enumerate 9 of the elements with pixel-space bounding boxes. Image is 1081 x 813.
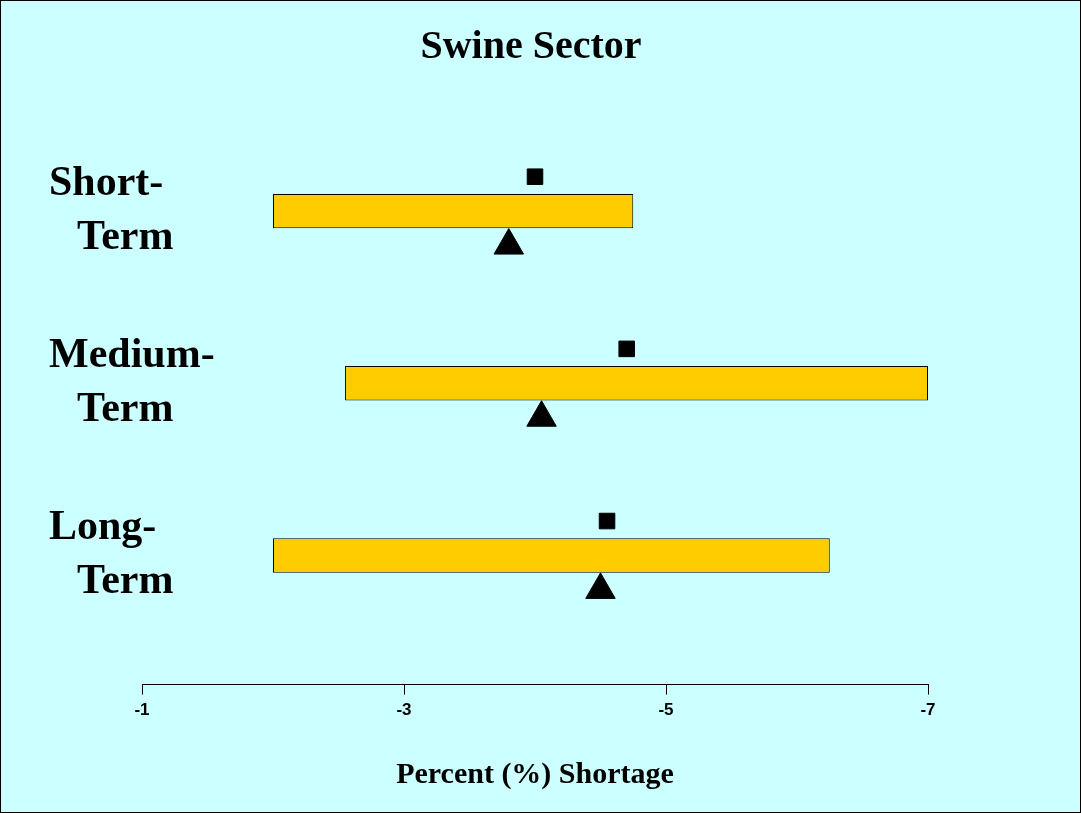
x-tick-label: -7 [920, 700, 936, 720]
x-tick-label: -5 [658, 700, 674, 720]
x-tick-label: -1 [134, 700, 150, 720]
y-tick-label: Short-Term [49, 157, 174, 258]
y-tick-label: Long-Term [49, 502, 174, 603]
x-tick-label: -3 [396, 700, 412, 720]
y-tick-label: Medium-Term [49, 330, 215, 431]
x-axis-title: Percent (%) Shortage [396, 755, 674, 790]
chart-title: Swine Sector [420, 22, 642, 68]
